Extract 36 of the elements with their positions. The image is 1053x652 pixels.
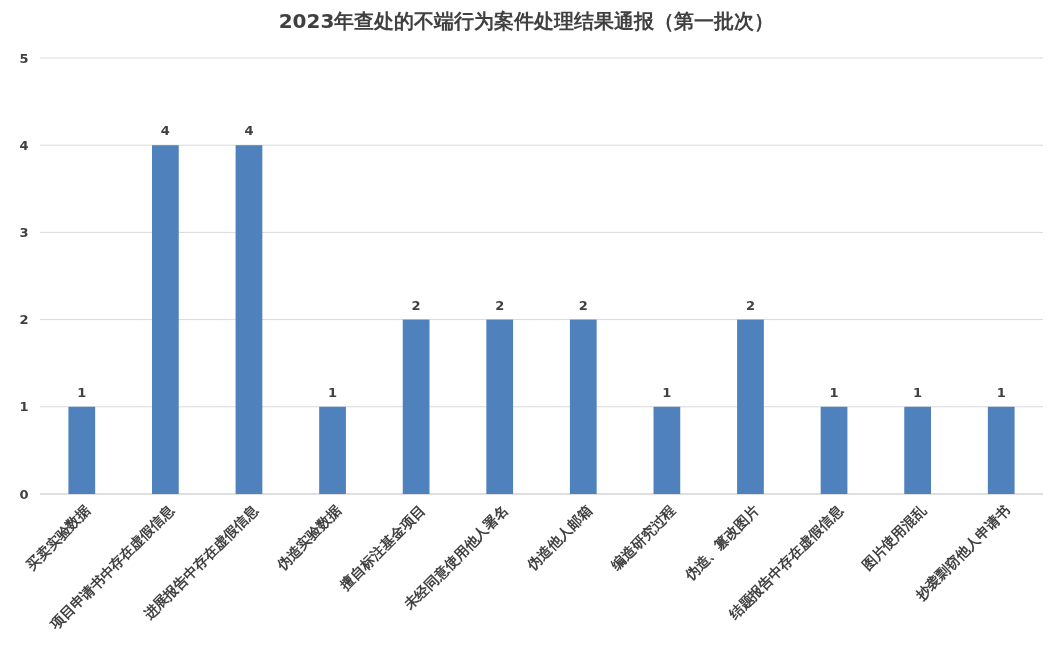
bar	[402, 319, 430, 494]
y-tick-label: 4	[19, 137, 29, 153]
data-label: 2	[745, 297, 755, 313]
bar	[569, 319, 597, 494]
data-label: 2	[495, 297, 505, 313]
x-tick-label: 编造研究过程	[607, 502, 679, 574]
chart-title: 2023年查处的不端行为案件处理结果通报（第一批次）	[278, 9, 775, 33]
y-tick-label: 5	[19, 50, 29, 66]
bar	[820, 406, 848, 494]
bar	[904, 406, 931, 494]
data-label: 1	[662, 384, 672, 400]
y-tick-label: 3	[19, 224, 29, 240]
bar	[987, 406, 1015, 494]
data-label: 1	[77, 384, 87, 400]
data-label: 1	[996, 384, 1006, 400]
bar	[235, 145, 263, 494]
data-label: 4	[244, 123, 254, 139]
bar	[653, 406, 681, 494]
data-label: 1	[328, 384, 338, 400]
data-label: 4	[160, 123, 170, 139]
x-tick-label: 图片使用混乱	[858, 502, 930, 573]
data-label: 2	[578, 297, 588, 313]
data-label: 1	[913, 384, 923, 400]
data-label: 2	[411, 297, 421, 313]
y-tick-label: 1	[19, 399, 29, 415]
y-tick-label: 2	[19, 312, 29, 328]
bar	[737, 319, 764, 494]
x-tick-label: 伪造实验数据	[272, 502, 345, 574]
data-label: 1	[829, 384, 839, 400]
bar	[152, 145, 179, 494]
bar	[68, 406, 96, 494]
bar	[486, 319, 514, 494]
x-tick-label: 买卖实验数据	[22, 502, 94, 573]
x-tick-label: 伪造他人邮箱	[523, 502, 595, 574]
y-tick-label: 0	[19, 486, 29, 502]
bar	[319, 406, 346, 494]
